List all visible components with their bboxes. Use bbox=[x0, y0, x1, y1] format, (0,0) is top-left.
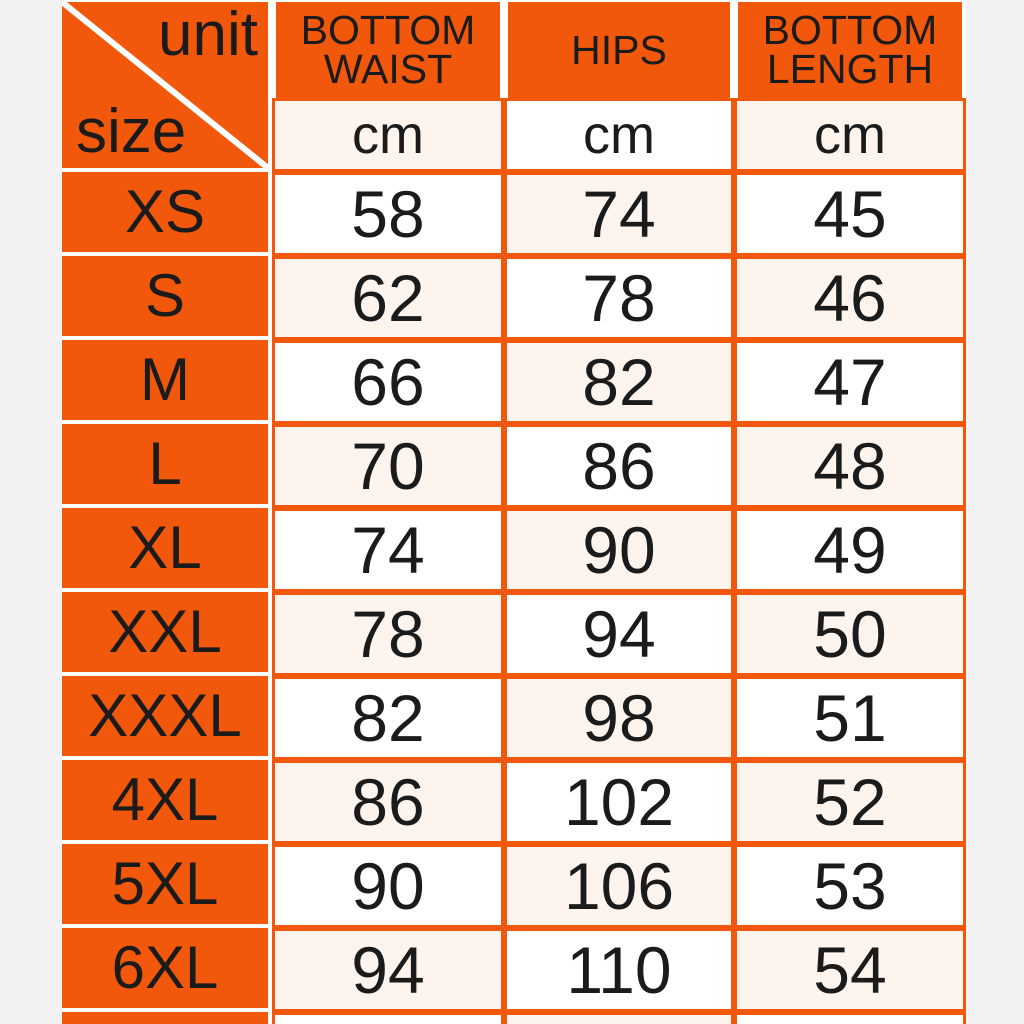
cell-xl-bottom-length: 49 bbox=[734, 508, 966, 592]
cell-xl-hips: 90 bbox=[504, 508, 734, 592]
cell-s-bottom-length: 46 bbox=[734, 256, 966, 340]
cell-6xl-bottom-waist: 94 bbox=[272, 928, 504, 1012]
size-cell-xl: XL bbox=[62, 508, 268, 588]
unit-cell-bottom-length: cm bbox=[734, 98, 966, 172]
cell-4xl-bottom-length: 52 bbox=[734, 760, 966, 844]
cell-l-hips: 86 bbox=[504, 424, 734, 508]
unit-cell-bottom-waist: cm bbox=[272, 98, 504, 172]
size-cell-m: M bbox=[62, 340, 268, 420]
cell-5xl-bottom-length: 53 bbox=[734, 844, 966, 928]
cell-xxl-bottom-length: 50 bbox=[734, 592, 966, 676]
size-cell-6xl: 6XL bbox=[62, 928, 268, 1008]
cell-cropped-bottom-length bbox=[734, 1012, 966, 1024]
cell-6xl-hips: 110 bbox=[504, 928, 734, 1012]
cell-m-bottom-waist: 66 bbox=[272, 340, 504, 424]
cell-m-bottom-length: 47 bbox=[734, 340, 966, 424]
column-header-bottom-waist: BOTTOM WAIST bbox=[276, 2, 500, 98]
cell-xs-hips: 74 bbox=[504, 172, 734, 256]
column-bottom-length: BOTTOM LENGTH cm 45 46 47 48 49 50 51 52… bbox=[734, 2, 966, 1024]
corner-header-cell: unit size bbox=[62, 2, 268, 168]
cell-l-bottom-waist: 70 bbox=[272, 424, 504, 508]
cell-4xl-bottom-waist: 86 bbox=[272, 760, 504, 844]
cell-m-hips: 82 bbox=[504, 340, 734, 424]
cell-5xl-bottom-waist: 90 bbox=[272, 844, 504, 928]
column-bottom-waist: BOTTOM WAIST cm 58 62 66 70 74 78 82 86 … bbox=[272, 2, 504, 1024]
cell-cropped-hips bbox=[504, 1012, 734, 1024]
size-cell-xxxl: XXXL bbox=[62, 676, 268, 756]
corner-size-label: size bbox=[76, 96, 187, 166]
cell-l-bottom-length: 48 bbox=[734, 424, 966, 508]
cell-s-bottom-waist: 62 bbox=[272, 256, 504, 340]
cell-xs-bottom-waist: 58 bbox=[272, 172, 504, 256]
cell-6xl-bottom-length: 54 bbox=[734, 928, 966, 1012]
corner-unit-label: unit bbox=[158, 0, 258, 69]
cell-xxl-bottom-waist: 78 bbox=[272, 592, 504, 676]
cell-5xl-hips: 106 bbox=[504, 844, 734, 928]
cell-cropped-bottom-waist bbox=[272, 1012, 504, 1024]
column-hips: HIPS cm 74 78 82 86 90 94 98 102 106 110 bbox=[504, 2, 734, 1024]
size-cell-5xl: 5XL bbox=[62, 844, 268, 924]
cell-xxl-hips: 94 bbox=[504, 592, 734, 676]
size-cell-xs: XS bbox=[62, 172, 268, 252]
unit-cell-hips: cm bbox=[504, 98, 734, 172]
column-header-hips: HIPS bbox=[508, 2, 730, 98]
size-cell-s: S bbox=[62, 256, 268, 336]
cell-xxxl-bottom-waist: 82 bbox=[272, 676, 504, 760]
size-chart-table: unit size XS S M L XL XXL XXXL 4XL 5XL 6… bbox=[62, 0, 966, 1024]
cell-xxxl-bottom-length: 51 bbox=[734, 676, 966, 760]
cell-xxxl-hips: 98 bbox=[504, 676, 734, 760]
cell-xl-bottom-waist: 74 bbox=[272, 508, 504, 592]
cell-4xl-hips: 102 bbox=[504, 760, 734, 844]
size-cell-4xl: 4XL bbox=[62, 760, 268, 840]
size-cell-cropped bbox=[62, 1012, 268, 1024]
cell-xs-bottom-length: 45 bbox=[734, 172, 966, 256]
size-cell-l: L bbox=[62, 424, 268, 504]
column-header-bottom-length: BOTTOM LENGTH bbox=[738, 2, 962, 98]
size-cell-xxl: XXL bbox=[62, 592, 268, 672]
size-column: unit size XS S M L XL XXL XXXL 4XL 5XL 6… bbox=[62, 2, 268, 1024]
cell-s-hips: 78 bbox=[504, 256, 734, 340]
diagonal-divider-line bbox=[62, 2, 268, 168]
